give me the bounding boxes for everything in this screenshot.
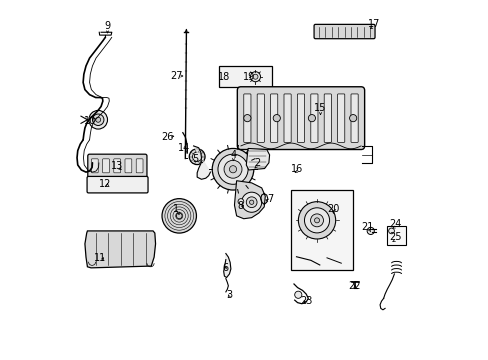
FancyBboxPatch shape	[244, 94, 250, 142]
Circle shape	[189, 149, 204, 165]
Circle shape	[218, 154, 247, 184]
Circle shape	[314, 218, 319, 223]
Circle shape	[92, 114, 104, 126]
FancyBboxPatch shape	[237, 87, 364, 149]
FancyBboxPatch shape	[91, 159, 98, 173]
FancyBboxPatch shape	[88, 154, 147, 177]
Polygon shape	[85, 231, 155, 268]
Text: 6: 6	[223, 263, 228, 273]
Text: 10: 10	[83, 116, 96, 126]
Text: 11: 11	[94, 253, 106, 263]
FancyBboxPatch shape	[270, 94, 277, 142]
Circle shape	[349, 114, 356, 122]
Circle shape	[304, 208, 329, 233]
Text: 12: 12	[99, 179, 111, 189]
Text: 9: 9	[104, 21, 110, 31]
FancyBboxPatch shape	[125, 159, 132, 173]
Circle shape	[176, 213, 182, 219]
Text: 20: 20	[326, 204, 339, 214]
Circle shape	[212, 148, 253, 190]
Text: 14: 14	[178, 143, 190, 153]
Polygon shape	[223, 253, 230, 278]
Text: 17: 17	[367, 19, 380, 29]
Circle shape	[388, 228, 394, 234]
Text: 7: 7	[266, 194, 273, 204]
Circle shape	[298, 202, 335, 239]
Circle shape	[273, 114, 280, 122]
Text: 5: 5	[191, 154, 198, 164]
Circle shape	[244, 114, 250, 122]
FancyBboxPatch shape	[284, 94, 290, 142]
Circle shape	[96, 117, 101, 122]
FancyBboxPatch shape	[102, 159, 109, 173]
Text: 18: 18	[217, 72, 229, 82]
Text: 2: 2	[253, 158, 260, 168]
Text: 21: 21	[360, 222, 372, 232]
Circle shape	[224, 160, 242, 178]
Text: 27: 27	[170, 71, 182, 81]
FancyBboxPatch shape	[350, 94, 357, 142]
Text: 4: 4	[230, 150, 236, 160]
Bar	[219, 66, 272, 87]
Bar	[290, 190, 352, 270]
Circle shape	[249, 200, 253, 204]
Bar	[386, 226, 405, 245]
FancyBboxPatch shape	[297, 94, 304, 142]
Circle shape	[162, 199, 196, 233]
Text: 16: 16	[291, 163, 303, 174]
Circle shape	[366, 227, 373, 234]
FancyBboxPatch shape	[313, 24, 374, 39]
Text: 24: 24	[389, 219, 401, 229]
Circle shape	[229, 166, 236, 173]
Text: 25: 25	[389, 232, 401, 242]
Circle shape	[246, 197, 257, 208]
Circle shape	[310, 214, 323, 227]
Text: 13: 13	[111, 161, 123, 171]
FancyBboxPatch shape	[87, 176, 148, 193]
FancyBboxPatch shape	[337, 94, 344, 142]
FancyBboxPatch shape	[310, 94, 317, 142]
Text: 19: 19	[242, 72, 254, 82]
FancyBboxPatch shape	[114, 159, 121, 173]
FancyBboxPatch shape	[257, 94, 264, 142]
Polygon shape	[193, 146, 210, 179]
Text: 1: 1	[173, 204, 179, 215]
FancyBboxPatch shape	[324, 94, 331, 142]
Circle shape	[89, 111, 107, 129]
Text: 8: 8	[237, 201, 243, 211]
Circle shape	[252, 74, 258, 79]
Text: 23: 23	[299, 296, 312, 306]
Circle shape	[241, 192, 261, 212]
Polygon shape	[246, 148, 269, 170]
FancyBboxPatch shape	[136, 159, 142, 173]
Text: 26: 26	[161, 132, 173, 142]
Text: 22: 22	[348, 281, 361, 291]
Circle shape	[308, 114, 315, 122]
Circle shape	[192, 152, 202, 161]
Text: 15: 15	[314, 103, 326, 113]
Circle shape	[294, 291, 301, 298]
Circle shape	[238, 199, 244, 204]
Circle shape	[250, 72, 260, 82]
Text: 3: 3	[226, 291, 232, 301]
Polygon shape	[234, 181, 265, 219]
